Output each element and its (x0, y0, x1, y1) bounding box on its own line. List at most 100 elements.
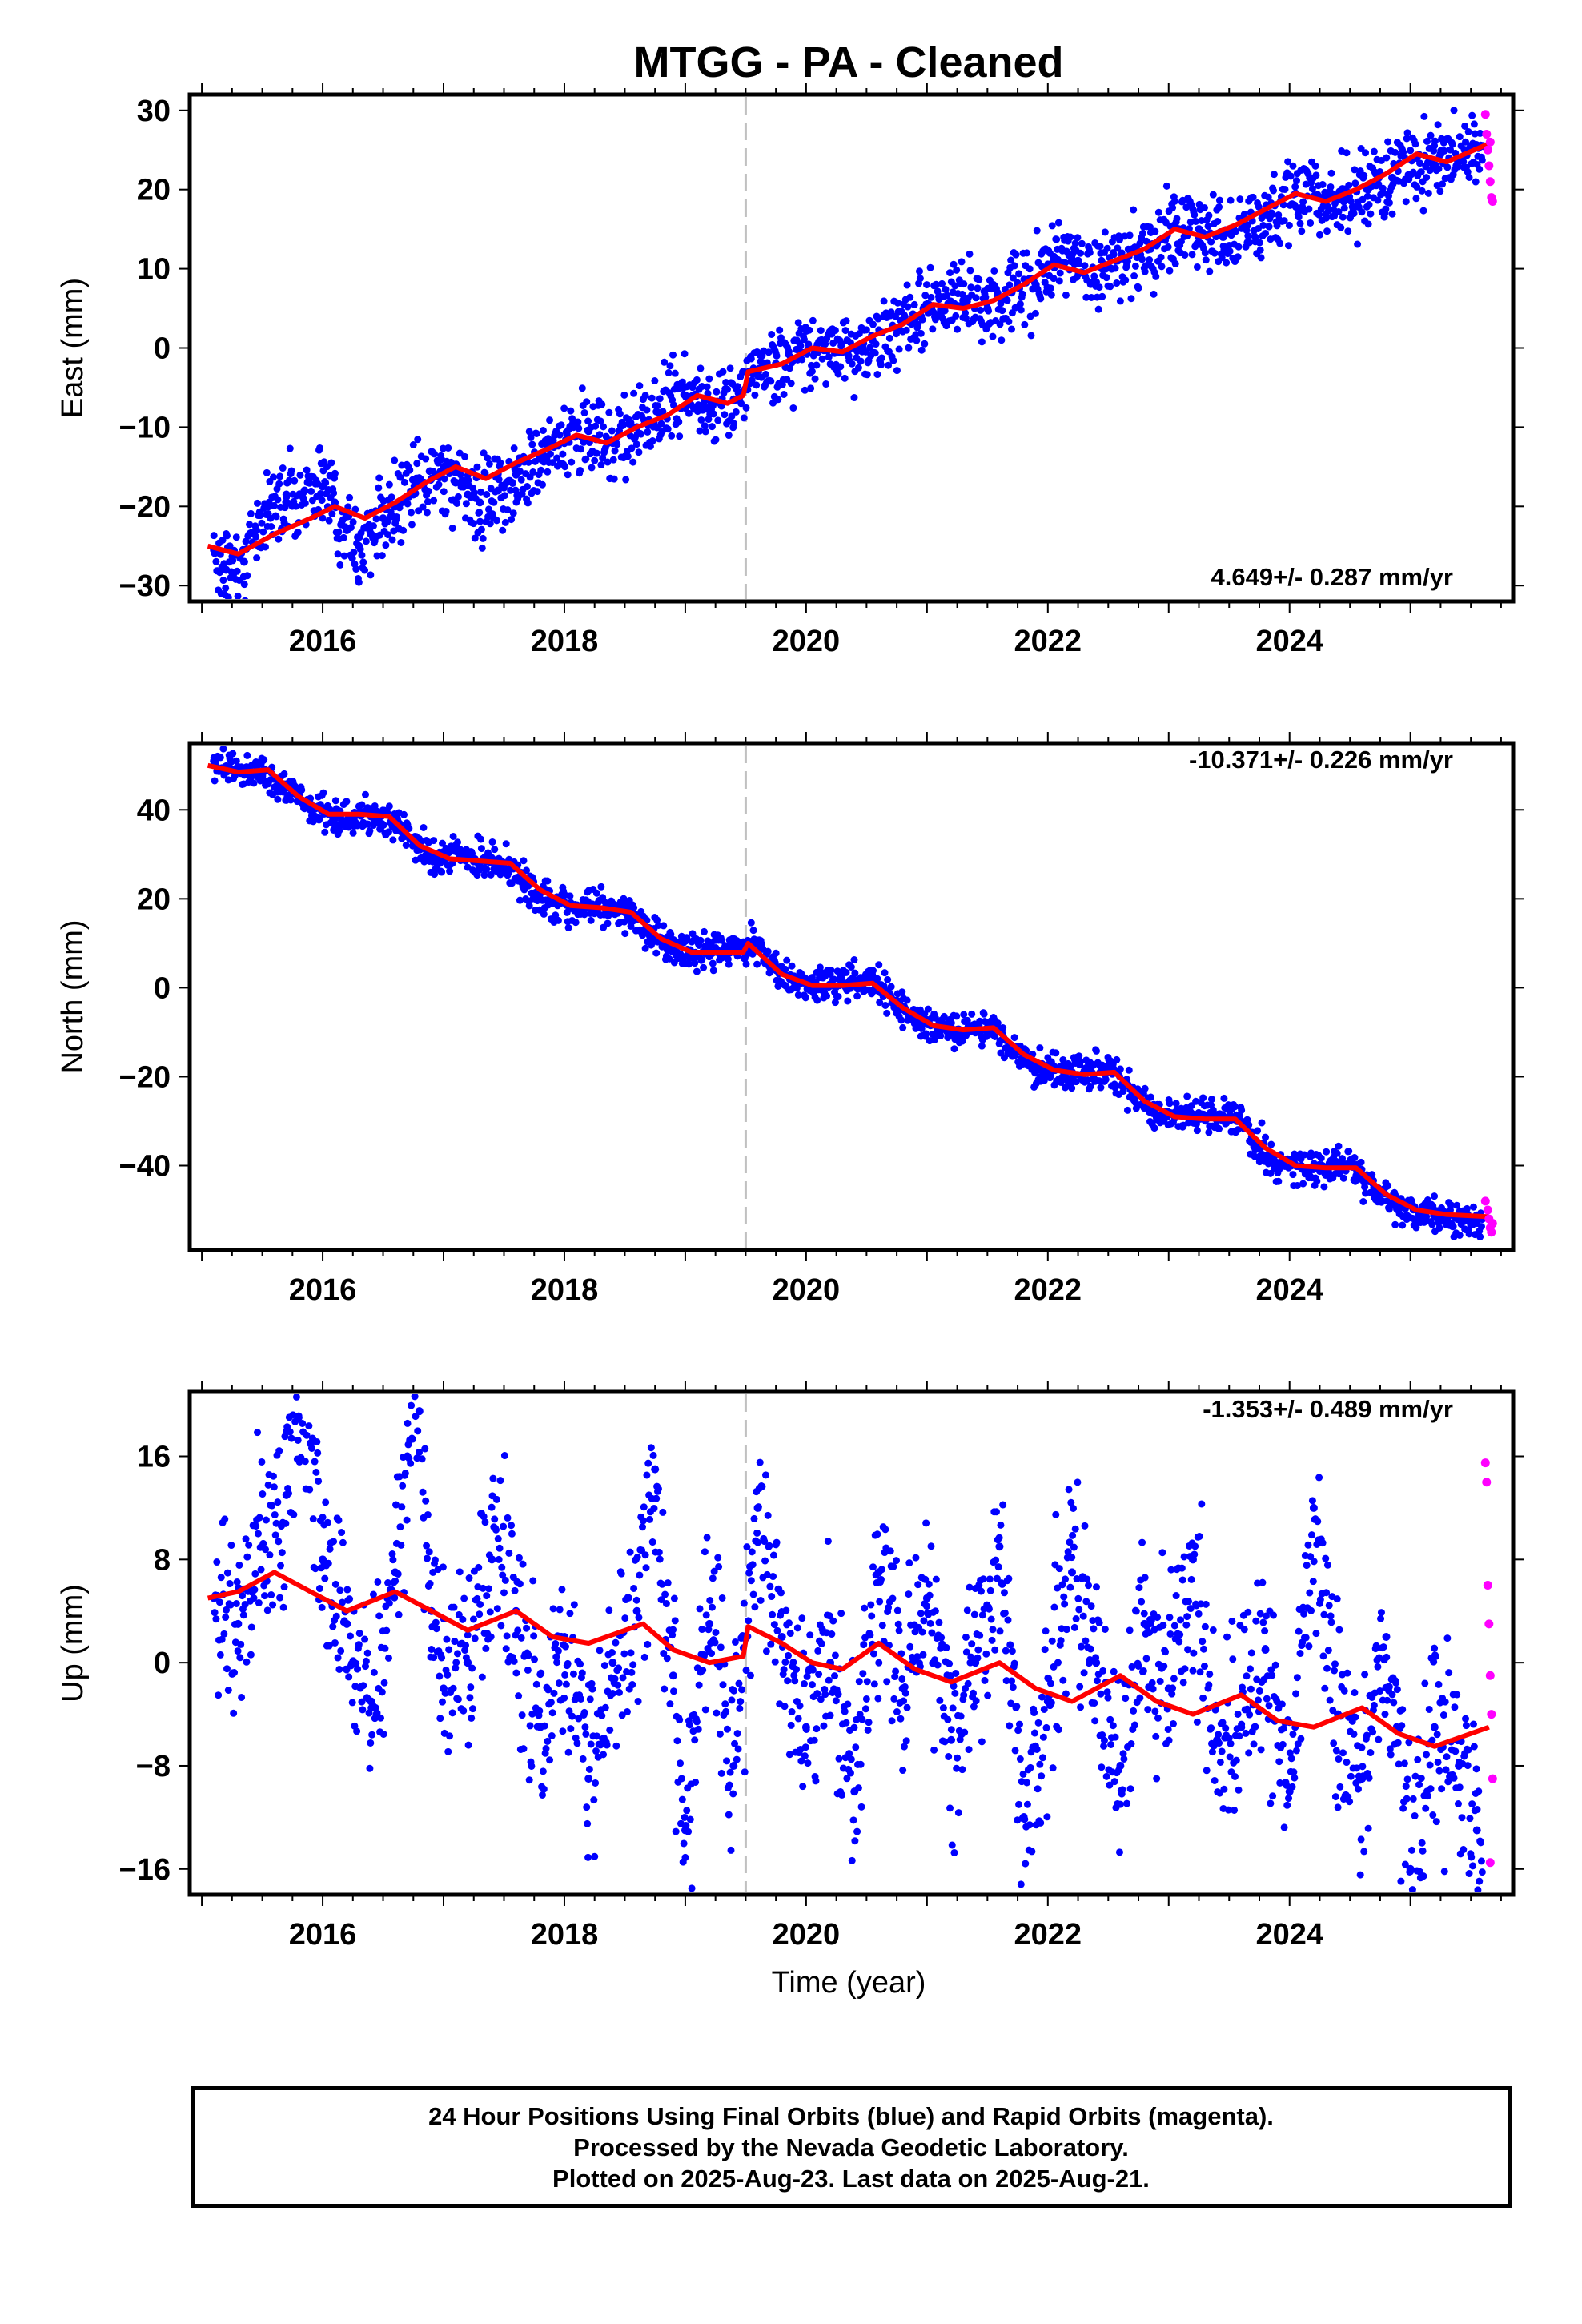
up-final-point (452, 1659, 460, 1667)
north-final-point (280, 770, 288, 778)
north-final-point (402, 841, 410, 849)
up-final-point (796, 1702, 804, 1710)
up-final-point (262, 1516, 270, 1524)
north-final-point (1010, 1034, 1018, 1042)
east-final-point (1285, 221, 1293, 229)
east-final-point (624, 452, 632, 460)
up-final-point (504, 1514, 512, 1522)
up-final-point (452, 1664, 460, 1672)
east-final-point (767, 377, 775, 385)
east-final-point (990, 267, 998, 275)
up-final-point (784, 1677, 792, 1685)
north-final-point (1068, 1084, 1076, 1092)
east-final-point (294, 529, 302, 537)
north-final-point (1193, 1127, 1201, 1135)
east-final-point (1015, 270, 1023, 278)
up-final-point (211, 1609, 219, 1617)
east-final-point (476, 517, 484, 525)
north-final-point (1086, 1082, 1094, 1090)
east-y-tick-label: −10 (119, 411, 171, 444)
east-rapid-point (1483, 145, 1492, 155)
up-final-point (905, 1590, 913, 1598)
east-final-point (375, 474, 383, 482)
east-final-point (1412, 195, 1420, 203)
up-final-point (681, 1813, 689, 1821)
east-final-point (596, 417, 604, 425)
east-final-point (1234, 253, 1242, 261)
east-final-point (1096, 243, 1104, 251)
up-final-point (820, 1722, 828, 1730)
east-final-point (499, 526, 507, 534)
east-final-point (464, 490, 472, 499)
up-final-point (891, 1673, 899, 1681)
up-final-point (790, 1671, 798, 1679)
east-final-point (1054, 219, 1062, 227)
east-final-point (1345, 181, 1353, 189)
north-final-point (587, 916, 595, 924)
up-final-point (325, 1642, 333, 1650)
up-final-point (669, 1626, 677, 1634)
up-final-point (727, 1846, 735, 1854)
up-final-point (612, 1742, 620, 1750)
east-final-point (484, 454, 492, 462)
east-final-point (1008, 325, 1016, 333)
up-final-point (628, 1668, 636, 1676)
east-final-point (1134, 284, 1142, 292)
north-final-point (788, 962, 796, 970)
east-final-point (608, 427, 616, 435)
up-final-point (745, 1569, 753, 1577)
east-final-point (440, 462, 448, 471)
east-final-point (504, 506, 512, 514)
up-final-point (247, 1623, 255, 1631)
up-final-point (582, 1730, 590, 1738)
up-final-point (946, 1659, 954, 1667)
up-final-point (438, 1654, 446, 1662)
north-final-point (1463, 1204, 1471, 1212)
east-final-point (921, 292, 930, 300)
up-final-point (216, 1651, 224, 1659)
east-final-point (797, 342, 805, 350)
east-final-point (1113, 279, 1121, 287)
up-final-point (552, 1653, 560, 1661)
east-final-point (301, 499, 309, 507)
east-final-point (1436, 187, 1444, 195)
up-final-point (666, 1700, 674, 1708)
up-final-point (702, 1611, 710, 1619)
up-final-point (583, 1803, 591, 1811)
east-final-point (350, 549, 358, 557)
up-final-point (642, 1564, 650, 1572)
up-final-point (781, 1703, 789, 1711)
north-final-point (597, 883, 605, 891)
east-final-point (259, 528, 267, 536)
east-final-point (1385, 199, 1393, 207)
east-final-point (275, 535, 283, 543)
east-final-point (580, 408, 588, 416)
up-final-point (510, 1657, 518, 1665)
east-final-point (501, 518, 509, 526)
up-final-point (939, 1704, 947, 1712)
east-final-point (406, 466, 414, 474)
up-final-point (486, 1608, 494, 1616)
north-final-point (689, 930, 697, 938)
north-final-point (823, 992, 831, 1000)
north-final-point (683, 934, 691, 942)
east-final-point (1202, 256, 1210, 264)
up-final-point (385, 1599, 393, 1607)
up-final-point (717, 1769, 725, 1777)
east-final-point (525, 428, 533, 436)
east-final-point (1195, 225, 1203, 234)
up-final-point (552, 1640, 560, 1648)
up-final-point (401, 1470, 409, 1478)
up-final-point (751, 1603, 759, 1611)
up-final-point (508, 1522, 516, 1530)
up-final-point (893, 1606, 901, 1614)
north-final-point (697, 936, 705, 944)
east-final-point (306, 479, 314, 487)
up-final-point (524, 1651, 532, 1659)
north-final-point (1231, 1103, 1239, 1111)
up-final-point (651, 1379, 658, 1386)
east-final-point (1214, 217, 1222, 225)
east-final-point (841, 374, 849, 382)
up-final-point (738, 1686, 746, 1694)
